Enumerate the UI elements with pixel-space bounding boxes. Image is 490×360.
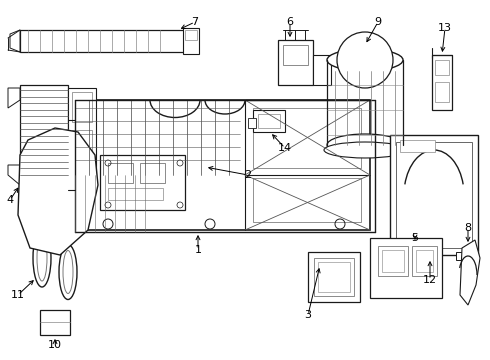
Text: 7: 7 <box>192 17 198 27</box>
Bar <box>396 252 414 260</box>
Polygon shape <box>18 128 98 255</box>
Text: 5: 5 <box>412 233 418 243</box>
Bar <box>140 163 165 183</box>
Polygon shape <box>460 240 480 305</box>
Text: 11: 11 <box>11 290 25 300</box>
Bar <box>258 114 280 128</box>
Bar <box>313 55 331 85</box>
Bar <box>108 163 133 183</box>
Text: 12: 12 <box>423 275 437 285</box>
Bar <box>400 140 435 152</box>
Polygon shape <box>75 100 370 230</box>
Polygon shape <box>8 88 20 108</box>
Text: 4: 4 <box>6 195 14 205</box>
Bar <box>283 45 308 65</box>
Bar <box>314 258 354 296</box>
Bar <box>412 246 437 276</box>
Bar <box>183 28 199 54</box>
Text: 9: 9 <box>374 17 382 27</box>
Polygon shape <box>10 30 20 52</box>
Bar <box>378 246 408 276</box>
Text: 14: 14 <box>278 143 292 153</box>
Ellipse shape <box>33 229 51 287</box>
Ellipse shape <box>327 49 403 71</box>
Bar <box>248 118 256 128</box>
Bar <box>253 108 361 168</box>
Bar <box>68 88 96 186</box>
Bar <box>278 40 313 85</box>
Ellipse shape <box>63 251 73 293</box>
Bar <box>318 262 350 292</box>
Ellipse shape <box>327 134 403 156</box>
Text: 10: 10 <box>48 340 62 350</box>
Ellipse shape <box>324 142 406 158</box>
Bar <box>382 250 404 272</box>
Bar <box>456 252 474 260</box>
Bar <box>253 178 361 222</box>
Bar <box>40 310 70 335</box>
Bar <box>435 82 449 102</box>
Polygon shape <box>8 165 20 185</box>
Text: 3: 3 <box>304 310 312 320</box>
Bar <box>370 238 442 298</box>
Bar <box>416 250 433 272</box>
Circle shape <box>337 32 393 88</box>
Bar <box>390 135 478 255</box>
Text: 8: 8 <box>465 223 471 233</box>
Bar <box>55 115 75 195</box>
Bar <box>185 30 197 40</box>
Text: 1: 1 <box>195 245 201 255</box>
Bar <box>435 60 449 75</box>
Bar <box>253 110 285 132</box>
Text: 6: 6 <box>287 17 294 27</box>
Text: 13: 13 <box>438 23 452 33</box>
Bar <box>20 30 185 52</box>
Bar <box>20 85 68 185</box>
Bar <box>432 55 452 110</box>
Bar <box>308 252 360 302</box>
Bar <box>108 188 163 200</box>
Text: 2: 2 <box>245 170 251 180</box>
Bar <box>72 92 92 122</box>
Ellipse shape <box>59 244 77 300</box>
Ellipse shape <box>37 235 47 281</box>
Bar <box>396 142 472 248</box>
Bar <box>72 130 92 160</box>
Bar <box>100 155 185 210</box>
